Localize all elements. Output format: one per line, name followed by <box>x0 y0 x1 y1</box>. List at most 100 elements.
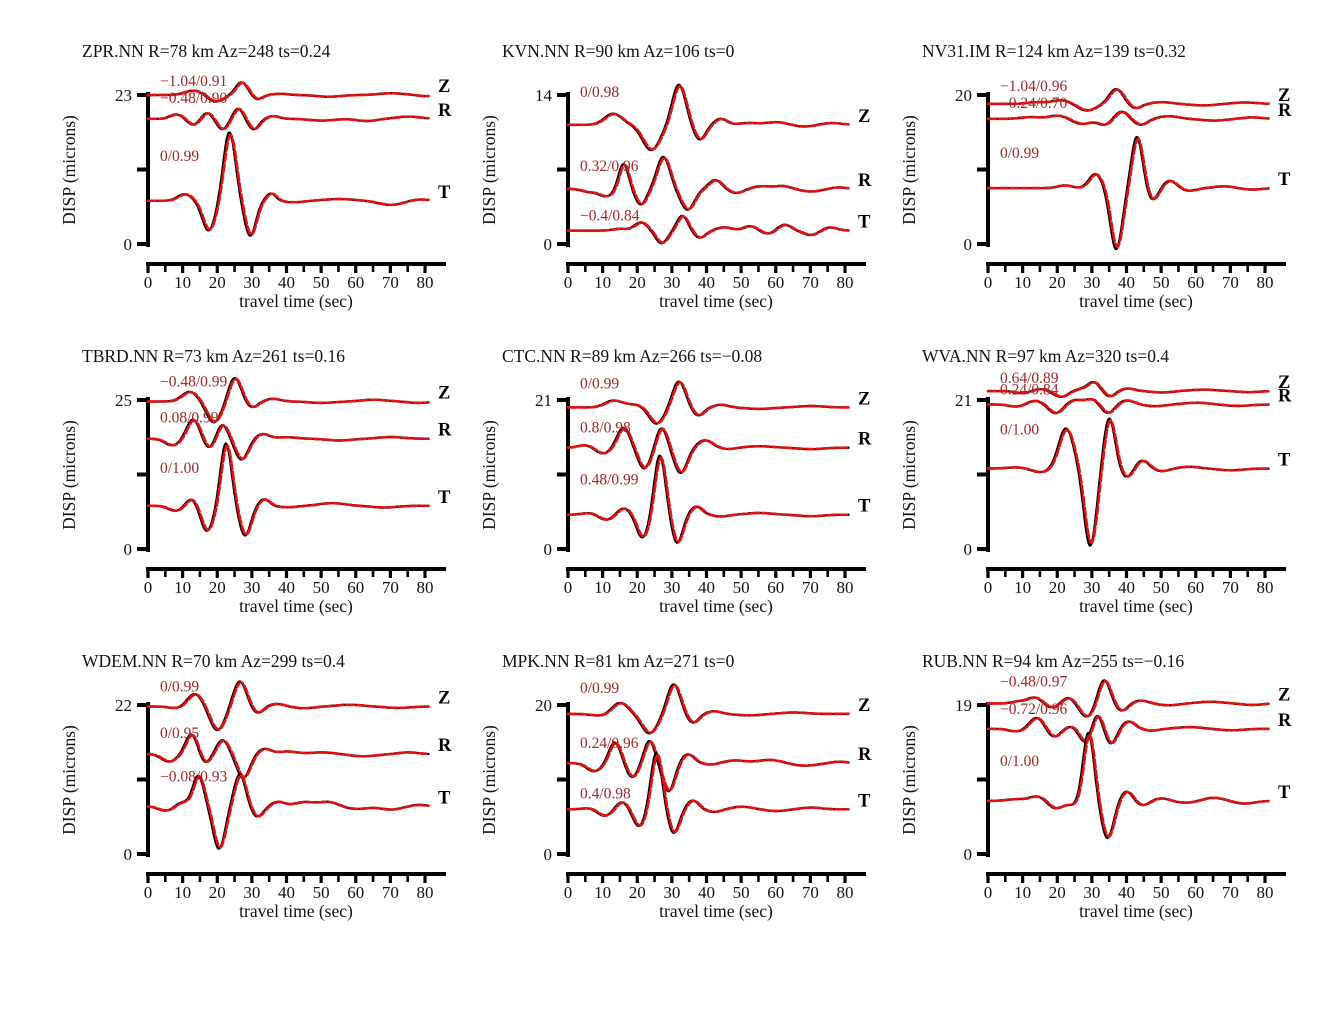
shift-corr-annotation-T: 0/0.99 <box>1000 145 1039 162</box>
trace-observed-R <box>986 714 1270 745</box>
trace-synthetic-T <box>566 753 850 834</box>
x-tick-label: 40 <box>278 273 295 292</box>
component-label-R: R <box>438 736 452 756</box>
subplot-KVN.NN: KVN.NN R=90 km Az=106 ts=0 DISP (microns)… <box>479 41 872 311</box>
trace-synthetic-T <box>146 774 430 849</box>
subplot-WDEM.NN: WDEM.NN R=70 km Az=299 ts=0.4 DISP (micro… <box>59 651 452 921</box>
shift-corr-annotation-Z: −1.04/0.91 <box>160 73 227 90</box>
y-axis-label: DISP (microns) <box>479 115 499 225</box>
x-tick-label: 70 <box>1222 883 1239 902</box>
x-tick-label: 50 <box>733 273 750 292</box>
plot-title: NV31.IM R=124 km Az=139 ts=0.32 <box>922 41 1186 61</box>
subplot-NV31.IM: NV31.IM R=124 km Az=139 ts=0.32 DISP (mic… <box>899 41 1292 311</box>
x-tick-label: 10 <box>174 578 191 597</box>
shift-corr-annotation-R: 0.24/0.96 <box>580 735 639 752</box>
x-tick-label: 40 <box>1118 273 1135 292</box>
component-label-R: R <box>438 101 452 121</box>
x-tick-label: 80 <box>1257 273 1274 292</box>
trace-synthetic-R <box>146 733 430 779</box>
x-tick-label: 80 <box>1257 578 1274 597</box>
plot-title: WVA.NN R=97 km Az=320 ts=0.4 <box>922 346 1169 366</box>
trace-synthetic-Z <box>566 381 850 425</box>
trace-synthetic-T <box>986 733 1270 839</box>
x-tick-label: 10 <box>174 273 191 292</box>
trace-synthetic-R <box>566 156 850 211</box>
shift-corr-annotation-Z: 0/0.99 <box>160 679 199 696</box>
y-max-tick-label: 21 <box>535 391 552 410</box>
shift-corr-annotation-T: −0.4/0.84 <box>580 208 640 225</box>
y-axis-label: DISP (microns) <box>479 725 499 835</box>
y-axis-label: DISP (microns) <box>59 115 79 225</box>
y-max-tick-label: 19 <box>955 696 972 715</box>
trace-synthetic-R <box>986 110 1270 126</box>
x-tick-label: 60 <box>347 883 364 902</box>
trace-synthetic-Z <box>146 681 430 731</box>
trace-synthetic-Z <box>566 84 850 151</box>
subplot-WVA.NN: WVA.NN R=97 km Az=320 ts=0.4 DISP (micron… <box>899 346 1292 616</box>
shift-corr-annotation-T: 0/1.00 <box>160 460 199 477</box>
trace-synthetic-R <box>566 740 850 792</box>
x-tick-label: 40 <box>698 883 715 902</box>
shift-corr-annotation-T: 0.48/0.99 <box>580 472 639 489</box>
x-tick-label: 40 <box>1118 883 1135 902</box>
x-tick-label: 70 <box>382 883 399 902</box>
x-tick-label: 70 <box>382 273 399 292</box>
x-axis-label: travel time (sec) <box>239 901 353 921</box>
x-tick-label: 0 <box>564 883 573 902</box>
x-axis-label: travel time (sec) <box>659 901 773 921</box>
trace-observed-T <box>146 773 430 850</box>
shift-corr-annotation-Z: 0.64/0.89 <box>1000 370 1059 387</box>
component-label-R: R <box>1278 711 1292 731</box>
component-label-R: R <box>1278 101 1292 121</box>
x-tick-label: 70 <box>1222 578 1239 597</box>
trace-synthetic-R <box>986 397 1270 415</box>
x-tick-label: 50 <box>1153 578 1170 597</box>
shift-corr-annotation-R: 0.32/0.96 <box>580 158 639 175</box>
subplot-MPK.NN: MPK.NN R=81 km Az=271 ts=0 DISP (microns)… <box>479 651 872 921</box>
x-tick-label: 70 <box>802 883 819 902</box>
trace-synthetic-T <box>986 418 1270 545</box>
x-tick-label: 60 <box>1187 273 1204 292</box>
component-label-T: T <box>858 497 871 517</box>
component-label-T: T <box>1278 170 1291 190</box>
shift-corr-annotation-T: 0.4/0.98 <box>580 785 631 802</box>
x-axis-label: travel time (sec) <box>659 596 773 616</box>
x-tick-label: 20 <box>1049 883 1066 902</box>
plot-title: CTC.NN R=89 km Az=266 ts=−0.08 <box>502 346 762 366</box>
y-max-tick-label: 23 <box>115 86 132 105</box>
plot-title: ZPR.NN R=78 km Az=248 ts=0.24 <box>82 41 331 61</box>
trace-synthetic-R <box>986 715 1270 745</box>
trace-synthetic-Z <box>986 381 1270 399</box>
trace-synthetic-Z <box>146 377 430 423</box>
y-zero-tick-label: 0 <box>544 235 553 254</box>
component-label-T: T <box>1278 451 1291 471</box>
plot-title: RUB.NN R=94 km Az=255 ts=−0.16 <box>922 651 1184 671</box>
x-tick-label: 20 <box>1049 273 1066 292</box>
x-tick-label: 10 <box>1014 273 1031 292</box>
x-tick-label: 40 <box>698 578 715 597</box>
x-tick-label: 30 <box>663 883 680 902</box>
x-tick-label: 0 <box>984 273 993 292</box>
x-tick-label: 80 <box>1257 883 1274 902</box>
y-zero-tick-label: 0 <box>544 540 553 559</box>
x-tick-label: 60 <box>347 273 364 292</box>
component-label-T: T <box>438 488 451 508</box>
y-axis-label: DISP (microns) <box>59 420 79 530</box>
trace-synthetic-Z <box>986 679 1270 718</box>
shift-corr-annotation-R: 0.8/0.98 <box>580 420 631 437</box>
trace-observed-T <box>146 442 430 537</box>
component-label-R: R <box>858 745 872 765</box>
component-label-Z: Z <box>858 696 870 716</box>
x-tick-label: 60 <box>1187 578 1204 597</box>
y-zero-tick-label: 0 <box>544 845 553 864</box>
x-tick-label: 50 <box>1153 273 1170 292</box>
x-tick-label: 60 <box>767 578 784 597</box>
x-tick-label: 50 <box>733 578 750 597</box>
y-zero-tick-label: 0 <box>124 235 133 254</box>
component-label-R: R <box>858 171 872 191</box>
component-label-Z: Z <box>438 77 450 97</box>
y-zero-tick-label: 0 <box>964 540 973 559</box>
y-zero-tick-label: 0 <box>124 540 133 559</box>
x-tick-label: 30 <box>1083 273 1100 292</box>
shift-corr-annotation-T: 0/1.00 <box>1000 422 1039 439</box>
